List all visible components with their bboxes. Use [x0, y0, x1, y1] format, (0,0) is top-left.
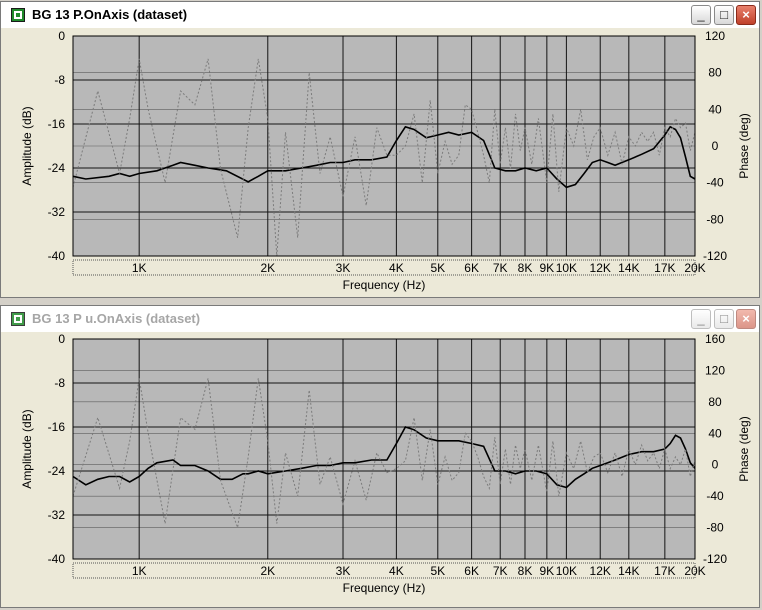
- x-axis-label: Frequency (Hz): [343, 278, 426, 292]
- y-tick-label: 0: [58, 332, 65, 346]
- window-title: BG 13 P u.OnAxis (dataset): [32, 311, 201, 326]
- y2-tick-label: 40: [708, 426, 722, 440]
- x-tick-label: 6K: [464, 564, 479, 578]
- window-title-bar[interactable]: BG 13 P u.OnAxis (dataset) _ □ ×: [1, 306, 759, 332]
- x-tick-label: 10K: [556, 261, 577, 275]
- y-tick-label: -8: [54, 73, 65, 87]
- x-tick-label: 3K: [336, 564, 351, 578]
- minimize-icon: _: [697, 311, 705, 326]
- x-tick-label: 17K: [654, 564, 675, 578]
- y2-axis-label: Phase (deg): [737, 113, 751, 178]
- phase-line: [72, 58, 696, 257]
- x-tick-label: 7K: [493, 564, 508, 578]
- x-tick-label: 5K: [430, 261, 445, 275]
- minimize-button[interactable]: _: [691, 5, 711, 25]
- x-tick-label: 7K: [493, 261, 508, 275]
- y-tick-label: -32: [48, 508, 66, 522]
- maximize-button[interactable]: □: [714, 309, 734, 329]
- y-tick-label: 0: [58, 29, 65, 43]
- close-button[interactable]: ×: [736, 309, 756, 329]
- response-window-2[interactable]: BG 13 P u.OnAxis (dataset) _ □ × 1K 2K 3K 4…: [0, 305, 760, 608]
- y2-tick-label: 80: [708, 395, 722, 409]
- y2-tick-label: 120: [705, 363, 725, 377]
- dataset-icon: [11, 312, 25, 326]
- y-tick-label: -24: [48, 161, 66, 175]
- y-tick-label: -32: [48, 205, 66, 219]
- y2-tick-label: -120: [703, 552, 727, 566]
- x-tick-label: 2K: [260, 564, 275, 578]
- plot-area: [73, 339, 695, 559]
- plot-frame: [72, 338, 696, 560]
- y2-tick-label: -80: [706, 212, 724, 226]
- x-tick-label: 1K: [132, 564, 147, 578]
- x-axis-label: Frequency (Hz): [343, 581, 426, 595]
- x-tick-label: 4K: [389, 261, 404, 275]
- plot-frame: [72, 35, 696, 257]
- y2-axis-label: Phase (deg): [737, 416, 751, 481]
- y-tick-label: -40: [48, 552, 66, 566]
- x-tick-label: 2K: [260, 261, 275, 275]
- minimize-icon: _: [697, 7, 705, 22]
- y2-tick-label: 160: [705, 332, 725, 346]
- y2-tick-label: -40: [706, 176, 724, 190]
- x-tick-label: 9K: [540, 261, 555, 275]
- y-tick-label: -24: [48, 464, 66, 478]
- x-tick-label: 6K: [464, 261, 479, 275]
- x-tick-label: 3K: [336, 261, 351, 275]
- y2-tick-label: 0: [712, 139, 719, 153]
- x-tick-label: 12K: [590, 564, 611, 578]
- x-tick-label: 8K: [518, 261, 533, 275]
- y-tick-label: -16: [48, 420, 66, 434]
- window-title: BG 13 P.OnAxis (dataset): [32, 7, 188, 22]
- x-tick-label: 4K: [389, 564, 404, 578]
- frequency-response-chart[interactable]: 1K 2K 3K 4K 5K 6K 7K 8K 9K 10K 12K 14K 17K 20K0-8-16-…: [1, 28, 759, 297]
- frequency-response-chart[interactable]: 1K 2K 3K 4K 5K 6K 7K 8K 9K 10K 12K 14K 17K 20K0-8-16-…: [1, 332, 759, 607]
- x-tick-label: 9K: [540, 564, 555, 578]
- x-tick-label: 5K: [430, 564, 445, 578]
- x-axis-box: [72, 259, 696, 276]
- y2-tick-label: -120: [703, 249, 727, 263]
- x-tick-label: 1K: [132, 261, 147, 275]
- y2-tick-label: 0: [712, 458, 719, 472]
- y2-tick-label: -40: [706, 489, 724, 503]
- maximize-icon: □: [720, 7, 728, 22]
- close-icon: ×: [742, 7, 750, 22]
- y2-tick-label: 120: [705, 29, 725, 43]
- x-tick-label: 14K: [618, 564, 639, 578]
- close-button[interactable]: ×: [736, 5, 756, 25]
- maximize-button[interactable]: □: [714, 5, 734, 25]
- maximize-icon: □: [720, 311, 728, 326]
- y-tick-label: -16: [48, 117, 66, 131]
- y2-tick-label: -80: [706, 521, 724, 535]
- amplitude-line: [72, 125, 696, 189]
- x-tick-label: 10K: [556, 564, 577, 578]
- response-window-1[interactable]: BG 13 P.OnAxis (dataset) _ □ × 1K 2K 3K 4K 5…: [0, 1, 760, 298]
- x-axis-box: [72, 562, 696, 579]
- y2-tick-label: 40: [708, 102, 722, 116]
- minimize-button[interactable]: _: [691, 309, 711, 329]
- x-tick-label: 14K: [618, 261, 639, 275]
- y-axis-label: Amplitude (dB): [20, 106, 34, 185]
- y-axis-label: Amplitude (dB): [20, 409, 34, 488]
- window-title-bar[interactable]: BG 13 P.OnAxis (dataset) _ □ ×: [1, 2, 759, 28]
- close-icon: ×: [742, 311, 750, 326]
- y-tick-label: -40: [48, 249, 66, 263]
- y2-tick-label: 80: [708, 66, 722, 80]
- x-tick-label: 17K: [654, 261, 675, 275]
- y-tick-label: -8: [54, 376, 65, 390]
- x-tick-label: 12K: [590, 261, 611, 275]
- dataset-icon: [11, 8, 25, 22]
- x-tick-label: 8K: [518, 564, 533, 578]
